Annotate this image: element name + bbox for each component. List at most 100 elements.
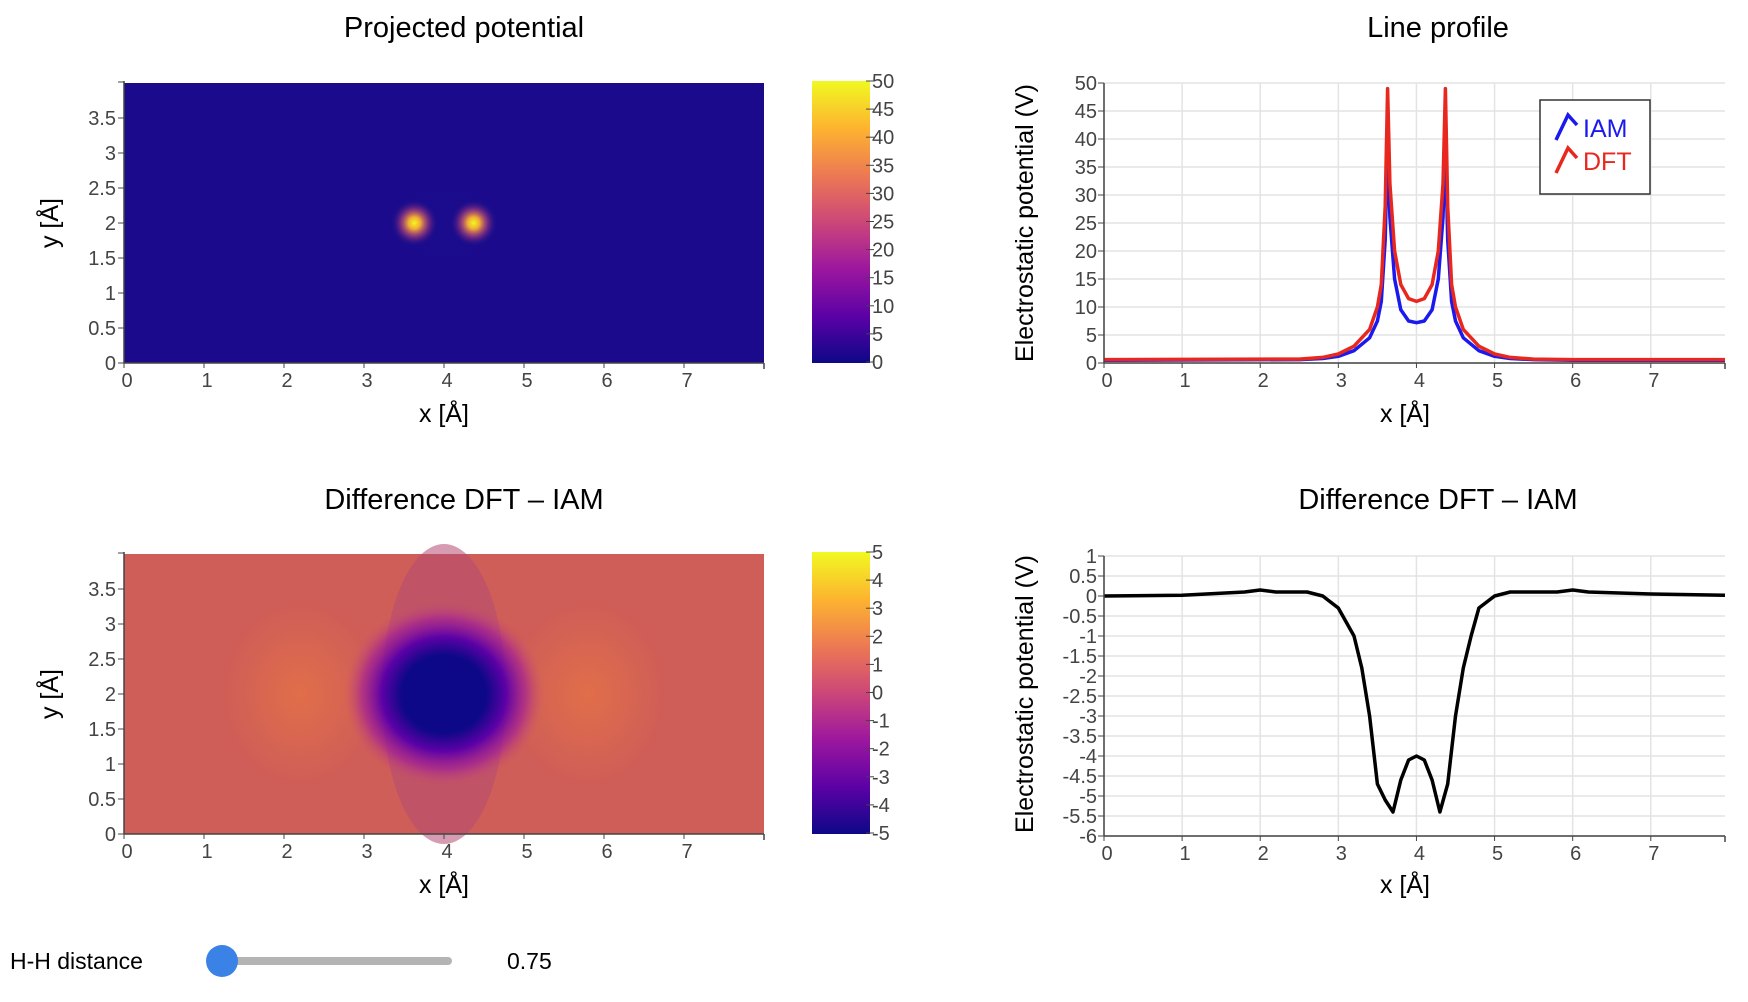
legend-box	[1539, 99, 1651, 195]
colorbar	[812, 552, 870, 834]
y-tick-label: -2	[1079, 666, 1097, 688]
colorbar-tick-label: 5	[872, 324, 883, 346]
series-line-dft	[1103, 86, 1725, 362]
slider-label: H-H distance	[10, 948, 143, 974]
y-axis-label: Electrostatic potential (V)	[1011, 84, 1039, 362]
colorbar-ticks: -5 -4 -3 -2 -1 0 1 2 3 4 5	[866, 542, 890, 845]
y-tick-label: -3	[1079, 706, 1097, 728]
y-tick-label: -3.5	[1063, 726, 1097, 748]
y-tick-label: 0	[1086, 586, 1097, 608]
colorbar-tick-label: 15	[872, 268, 894, 290]
colorbar-tick-label: 0	[872, 352, 883, 374]
y-tick-label: 0	[1086, 353, 1097, 375]
series-lines	[1103, 86, 1725, 362]
x-tick-label: 0	[121, 841, 132, 863]
x-axis-label: x [Å]	[419, 398, 469, 428]
slider-handle[interactable]	[206, 945, 238, 977]
y-tick-label: 2	[105, 684, 116, 706]
y-axis-label: Electrostatic potential (V)	[1011, 555, 1039, 833]
colorbar-tick-label: 30	[872, 183, 894, 205]
y-tick-label: 0.5	[88, 789, 116, 811]
difference-line-panel: Difference DFT – IAM 0 1 2 3 4 5 6 7 -6-5.5-5-4.…	[1011, 484, 1726, 899]
x-tick-label: 2	[281, 841, 292, 863]
y-tick-label: 1.5	[88, 719, 116, 741]
x-tick-label: 1	[201, 370, 212, 392]
y-tick-label: 40	[1075, 129, 1097, 151]
x-tick-label: 7	[681, 370, 692, 392]
y-tick-label: -1.5	[1063, 646, 1097, 668]
hh-distance-slider[interactable]	[206, 945, 452, 977]
heatmap-lobe-left	[220, 599, 380, 789]
y-tick-label: 1.5	[88, 248, 116, 270]
colorbar-tick-label: -1	[872, 711, 890, 733]
colorbar-tick-label: 35	[872, 155, 894, 177]
x-tick-label: 5	[521, 841, 532, 863]
y-tick-label: 3	[105, 143, 116, 165]
y-tick-label: 25	[1075, 213, 1097, 235]
y-tick-label: 50	[1075, 73, 1097, 95]
y-tick-label: 45	[1075, 101, 1097, 123]
y-tick-label: -5	[1079, 786, 1097, 808]
x-tick-label: 6	[1570, 370, 1581, 392]
series-lines	[1103, 588, 1726, 814]
colorbar-tick-label: 45	[872, 99, 894, 121]
colorbar-tick-label: 3	[872, 598, 883, 620]
colorbar-tick-label: -2	[872, 739, 890, 761]
x-tick-label: 0	[121, 370, 132, 392]
chart-title: Difference DFT – IAM	[1298, 484, 1577, 516]
legend-label-dft: DFT	[1583, 148, 1632, 176]
x-tick-label: 5	[1492, 370, 1503, 392]
series-line-difference	[1103, 588, 1726, 814]
colorbar-tick-label: 0	[872, 683, 883, 705]
heatmap-dip	[344, 602, 544, 786]
y-tick-label: 15	[1075, 269, 1097, 291]
slider-value: 0.75	[507, 948, 552, 974]
x-tick-label: 6	[601, 370, 612, 392]
x-tick-label: 3	[1336, 370, 1347, 392]
x-axis-label: x [Å]	[1380, 869, 1430, 899]
y-tick-label: 3.5	[88, 108, 116, 130]
y-axis-label: y [Å]	[34, 198, 64, 248]
x-tick-label: 3	[361, 841, 372, 863]
colorbar-tick-label: 25	[872, 212, 894, 234]
legend-label-iam: IAM	[1583, 115, 1627, 143]
legend: IAM DFT	[1539, 99, 1651, 195]
y-tick-label: -5.5	[1063, 806, 1097, 828]
y-tick-label: 2	[105, 213, 116, 235]
colorbar-ticks: 0 5 10 15 20 25 30 35 40 45 50	[866, 71, 894, 374]
x-tick-label: 2	[1258, 843, 1269, 865]
y-tick-label: 1	[105, 283, 116, 305]
y-tick-label: -1	[1079, 626, 1097, 648]
projected-potential-panel: Projected potential 0 1 2 3 4 5 6 700.511.522.5…	[34, 12, 894, 428]
x-tick-label: 2	[281, 370, 292, 392]
x-tick-label: 4	[1414, 370, 1425, 392]
y-tick-label: -2.5	[1063, 686, 1097, 708]
x-tick-label: 5	[521, 370, 532, 392]
y-tick-label: 0.5	[88, 318, 116, 340]
chart-title: Line profile	[1367, 12, 1509, 44]
colorbar-tick-label: -5	[872, 823, 890, 845]
potential-peak	[390, 199, 439, 247]
chart-title: Projected potential	[344, 12, 584, 44]
heatmap-axes: 0 1 2 3 4 5 6 7 0 0.5 1 1.5 2 2.5 3 3.5	[88, 81, 765, 392]
x-axis-label: x [Å]	[1380, 398, 1430, 428]
potential-peak	[449, 199, 498, 247]
colorbar-tick-label: 4	[872, 570, 883, 592]
y-tick-label: -0.5	[1063, 606, 1097, 628]
colorbar-tick-label: 10	[872, 296, 894, 318]
y-tick-label: 3	[105, 614, 116, 636]
colorbar-tick-label: -4	[872, 795, 890, 817]
x-tick-label: 1	[1180, 370, 1191, 392]
legend-swatch-iam	[1554, 111, 1579, 141]
x-tick-label: 7	[1648, 370, 1659, 392]
y-tick-label: -6	[1079, 826, 1097, 848]
grid	[1103, 555, 1725, 837]
y-tick-label: -4.5	[1063, 766, 1097, 788]
x-tick-label: 1	[1180, 843, 1191, 865]
y-tick-label: 35	[1075, 157, 1097, 179]
x-tick-label: 4	[1414, 843, 1425, 865]
y-tick-label: 0	[105, 353, 116, 375]
x-tick-label: 6	[1570, 843, 1581, 865]
